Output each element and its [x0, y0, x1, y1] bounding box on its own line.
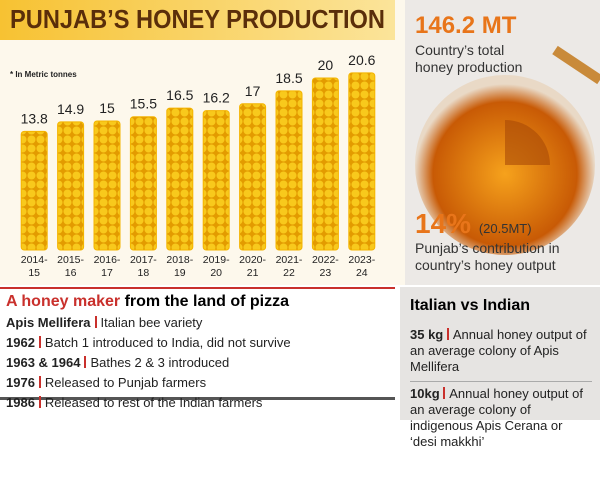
row-key: Apis Mellifera	[6, 315, 91, 330]
comparison-item: 10kg Annual honey output of an average c…	[410, 381, 592, 450]
x-tick-label: 2023-24	[348, 254, 376, 279]
value-label: 16.2	[203, 90, 230, 106]
title-banner	[0, 0, 395, 40]
item-text: Annual honey output of an average colony…	[410, 386, 583, 449]
bar	[275, 90, 303, 251]
timeline-row: Apis Mellifera Italian bee variety	[6, 315, 395, 330]
x-tick-label: 2019-20	[202, 254, 230, 279]
timeline: A honey maker from the land of pizza Api…	[0, 287, 395, 410]
row-text: Batch 1 introduced to India, did not sur…	[44, 335, 291, 350]
separator	[94, 316, 97, 328]
separator	[443, 387, 446, 399]
bar	[311, 77, 339, 251]
share-detail: (20.5MT)	[478, 221, 532, 236]
title-rest: from the land of pizza	[124, 293, 290, 310]
bar	[20, 130, 48, 251]
comparison: Italian vs Indian 35 kg Annual honey out…	[400, 287, 600, 449]
bar	[348, 72, 376, 251]
comparison-title: Italian vs Indian	[410, 297, 531, 314]
total-value: 146.2 MT	[415, 12, 517, 39]
timeline-row: 1963 & 1964 Bathes 2 & 3 introduced	[6, 355, 395, 370]
highlight-panel: 146.2 MT Country’s total honey productio…	[405, 0, 600, 285]
bar	[239, 103, 267, 251]
bar	[166, 107, 194, 251]
x-tick-label: 2014-15	[20, 254, 48, 279]
row-text: Released to rest of the Indian farmers	[44, 395, 263, 410]
title-emphasis: A honey maker	[6, 293, 121, 310]
x-tick-label: 2016-17	[93, 254, 121, 279]
x-tick-label: 2018-19	[166, 254, 194, 279]
x-tick-label: 2015-16	[57, 254, 85, 279]
separator	[446, 328, 449, 340]
bar	[93, 120, 121, 251]
row-text: Bathes 2 & 3 introduced	[90, 355, 230, 370]
share-percent: 14%	[415, 208, 472, 239]
comparison-items: 35 kg Annual honey output of an average …	[400, 323, 600, 450]
share-value: 14% (20.5MT)	[415, 208, 532, 240]
x-tick-label: 2020-21	[239, 254, 267, 279]
value-label: 16.5	[166, 87, 193, 103]
value-label: 18.5	[275, 70, 302, 86]
timeline-row: 1986 Released to rest of the Indian farme…	[6, 395, 395, 410]
bar	[57, 121, 85, 251]
value-label: 13.8	[21, 110, 48, 126]
comparison-item: 35 kg Annual honey output of an average …	[410, 323, 592, 375]
timeline-title: A honey maker from the land of pizza	[6, 293, 395, 311]
timeline-rows: Apis Mellifera Italian bee variety 1962 Bat…	[0, 315, 395, 410]
bar	[202, 110, 230, 251]
timeline-row: 1962 Batch 1 introduced to India, did not…	[6, 335, 395, 350]
x-tick-label: 2017-18	[129, 254, 157, 279]
chart: PUNJAB’S HONEY PRODUCTION 13.8 14.9 15 15.5…	[0, 0, 395, 251]
value-label: 20	[318, 57, 334, 73]
chart-title: PUNJAB’S HONEY PRODUCTION	[10, 4, 385, 34]
note: * In Metric tonnes	[10, 70, 77, 79]
share-label: Punjab’s contribution in country’s honey…	[415, 240, 560, 273]
x-tick-label: 2021-22	[275, 254, 303, 279]
row-key: 1962	[6, 335, 35, 350]
value-label: 15.5	[130, 96, 157, 112]
value-label: 14.9	[57, 101, 84, 117]
chart-panel: PUNJAB’S HONEY PRODUCTION 13.8 14.9 15 15.5…	[0, 0, 405, 285]
separator	[38, 396, 41, 408]
item-text: Annual honey output of an average colony…	[410, 327, 587, 374]
total-label: Country’s total honey production	[415, 42, 523, 75]
row-text: Released to Punjab farmers	[44, 375, 207, 390]
row-key: 1976	[6, 375, 35, 390]
item-key: 35 kg	[410, 327, 444, 342]
jar	[415, 45, 600, 255]
separator	[84, 356, 87, 368]
item-key: 10kg	[410, 386, 440, 401]
row-key: 1963 & 1964	[6, 355, 81, 370]
value-label: 17	[245, 83, 261, 99]
timeline-row: 1976 Released to Punjab farmers	[6, 375, 395, 390]
separator	[38, 376, 41, 388]
separator	[38, 336, 41, 348]
value-label: 15	[99, 100, 115, 116]
row-key: 1986	[6, 395, 35, 410]
x-tick-label: 2022-23	[311, 254, 339, 279]
row-text: Italian bee variety	[100, 315, 203, 330]
bar	[129, 116, 157, 251]
value-label: 20.6	[348, 52, 375, 68]
